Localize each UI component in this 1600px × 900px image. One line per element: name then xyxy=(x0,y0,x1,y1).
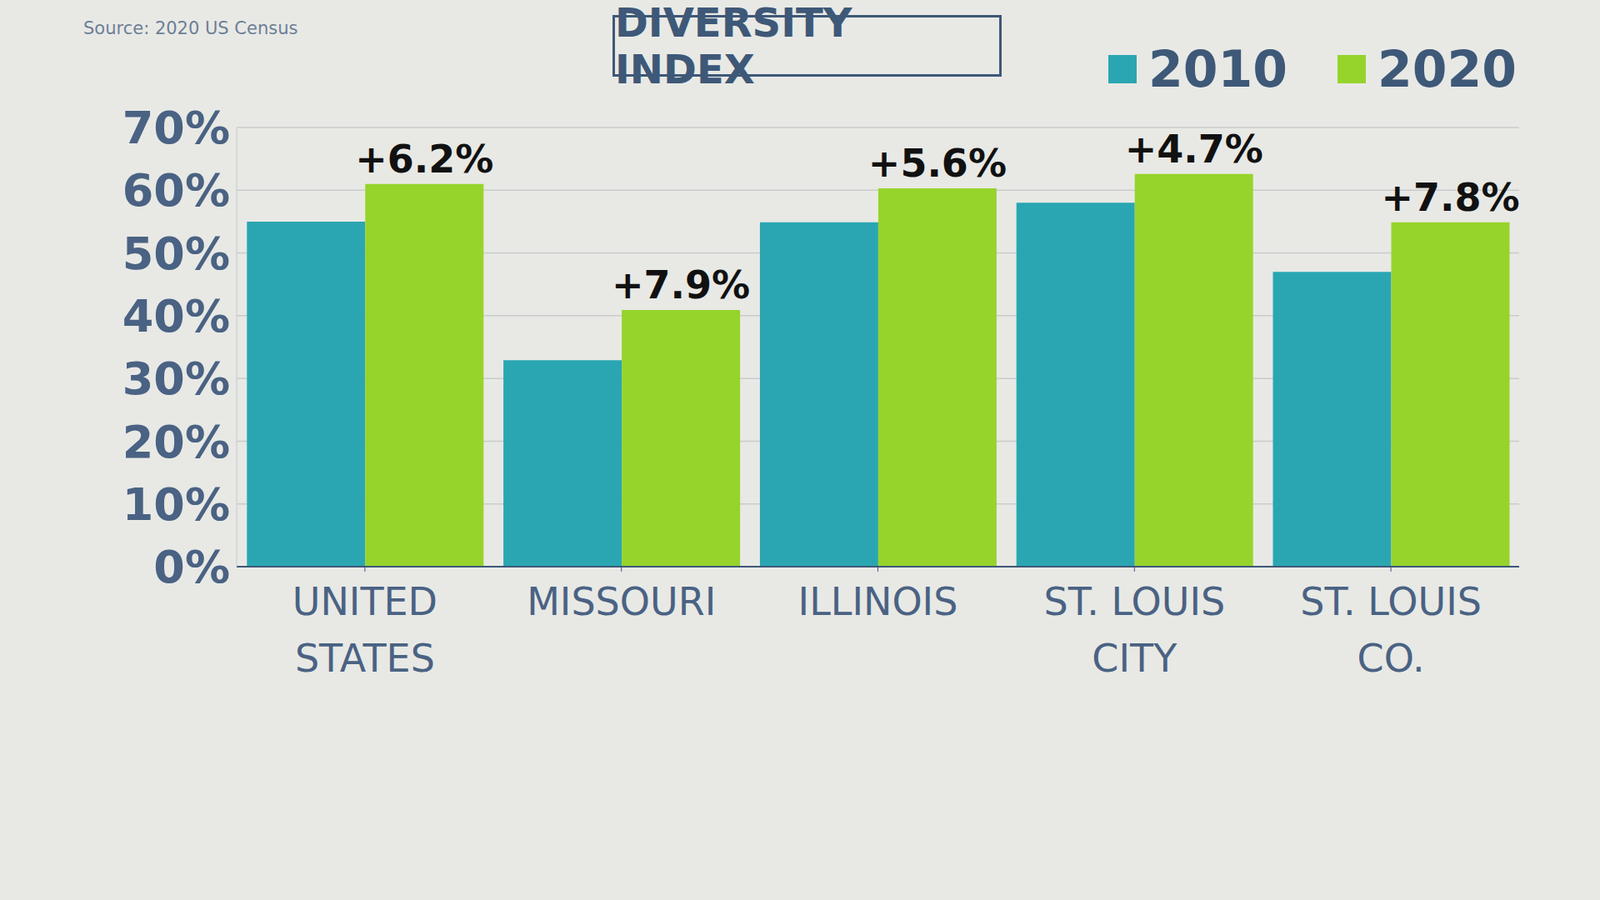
svg-text:CITY: CITY xyxy=(1091,635,1178,681)
svg-text:ILLINOIS: ILLINOIS xyxy=(798,579,959,625)
svg-text:+7.9%: +7.9% xyxy=(611,262,750,308)
svg-text:STATES: STATES xyxy=(295,635,435,681)
html-text:DIVERSITY INDEX: DIVERSITY INDEX xyxy=(615,0,853,93)
svg-text:60%: 60% xyxy=(122,164,230,217)
svg-text:40%: 40% xyxy=(122,290,230,343)
svg-text:+6.2%: +6.2% xyxy=(355,136,494,182)
svg-text:30%: 30% xyxy=(122,352,230,405)
svg-text:CO.: CO. xyxy=(1357,635,1425,681)
html-text:2010: 2010 xyxy=(1148,40,1288,99)
html-text:2020: 2020 xyxy=(1377,40,1517,99)
svg-text:ST. LOUIS: ST. LOUIS xyxy=(1043,579,1225,625)
html-text:Source: 2020 US Census: Source: 2020 US Census xyxy=(83,18,298,39)
svg-text:70%: 70% xyxy=(122,101,230,155)
svg-text:50%: 50% xyxy=(122,227,230,280)
svg-text:MISSOURI: MISSOURI xyxy=(526,579,716,625)
svg-text:UNITED: UNITED xyxy=(292,579,438,625)
svg-text:10%: 10% xyxy=(122,478,230,531)
svg-text:+5.6%: +5.6% xyxy=(868,140,1007,186)
svg-text:ST. LOUIS: ST. LOUIS xyxy=(1300,579,1482,625)
svg-text:+7.8%: +7.8% xyxy=(1380,175,1520,220)
svg-text:+4.7%: +4.7% xyxy=(1125,126,1264,172)
svg-text:0%: 0% xyxy=(153,540,230,594)
svg-text:20%: 20% xyxy=(122,415,230,469)
